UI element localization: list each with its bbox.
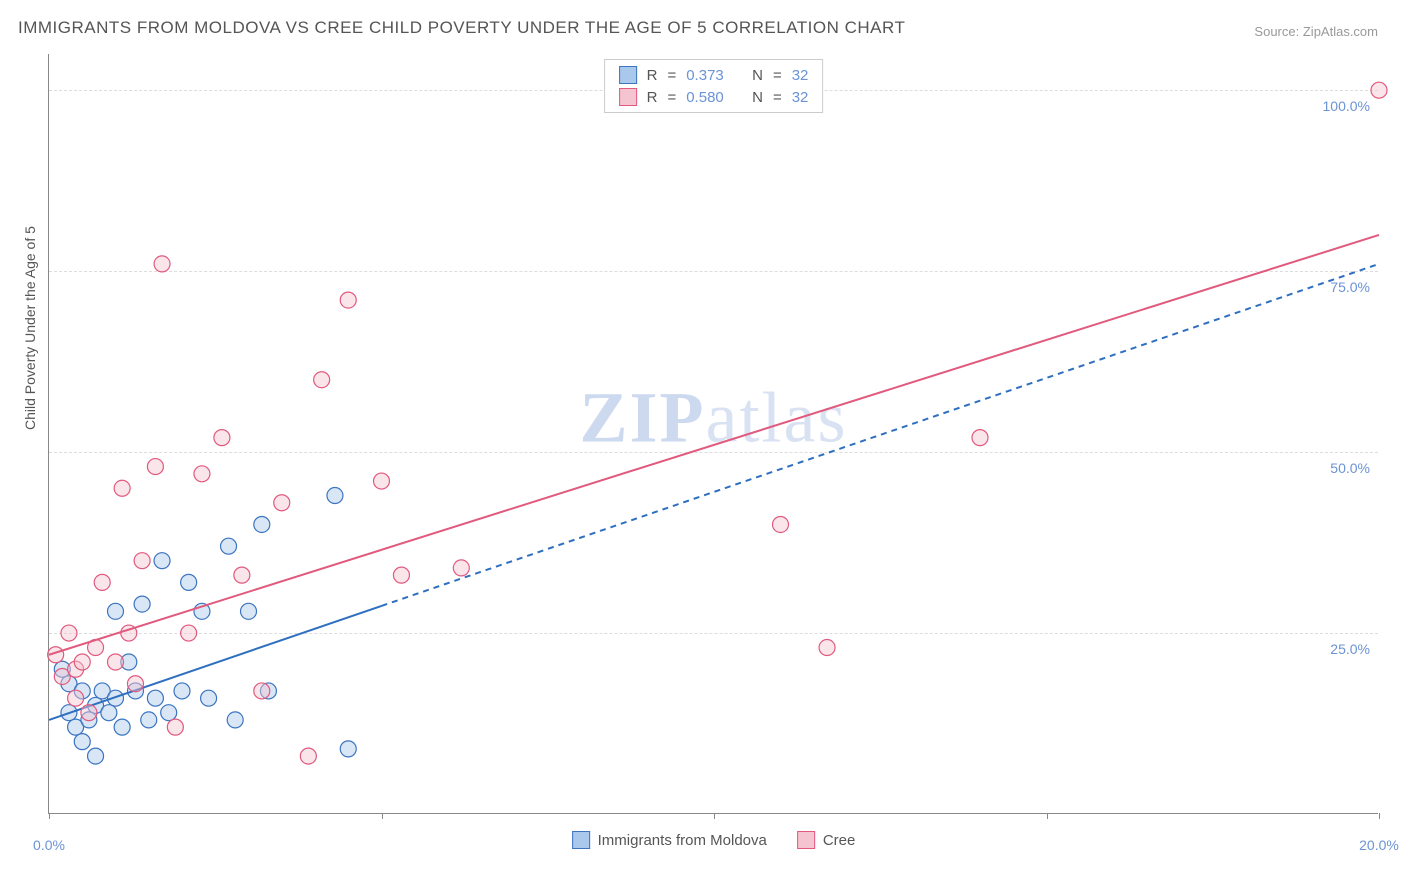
scatter-point-cree: [61, 625, 77, 641]
y-tick-label: 75.0%: [1330, 279, 1370, 295]
scatter-point-moldova: [221, 538, 237, 554]
scatter-point-moldova: [147, 690, 163, 706]
scatter-point-cree: [68, 690, 84, 706]
swatch-moldova: [619, 66, 637, 84]
scatter-point-moldova: [181, 574, 197, 590]
swatch-cree: [797, 831, 815, 849]
scatter-point-cree: [114, 480, 130, 496]
x-tick-mark: [382, 813, 383, 819]
scatter-point-cree: [74, 654, 90, 670]
scatter-point-cree: [374, 473, 390, 489]
scatter-point-moldova: [108, 603, 124, 619]
x-tick-mark: [49, 813, 50, 819]
source-attribution: Source: ZipAtlas.com: [1254, 24, 1378, 39]
chart-title: IMMIGRANTS FROM MOLDOVA VS CREE CHILD PO…: [18, 18, 905, 38]
n-value-moldova: 32: [792, 67, 809, 84]
scatter-point-cree: [274, 495, 290, 511]
x-tick-mark: [1047, 813, 1048, 819]
scatter-point-cree: [819, 640, 835, 656]
n-label: N: [752, 67, 763, 84]
scatter-point-moldova: [101, 705, 117, 721]
scatter-point-cree: [167, 719, 183, 735]
r-value-cree: 0.580: [686, 89, 724, 106]
scatter-point-moldova: [154, 553, 170, 569]
eq-label: =: [773, 89, 782, 106]
y-tick-label: 25.0%: [1330, 641, 1370, 657]
regression-line-cree: [49, 235, 1379, 655]
scatter-point-cree: [134, 553, 150, 569]
plot-area: ZIPatlas R = 0.373 N = 32 R = 0.580: [48, 54, 1378, 814]
y-tick-label: 50.0%: [1330, 460, 1370, 476]
correlation-legend: R = 0.373 N = 32 R = 0.580 N = 32: [604, 59, 824, 113]
scatter-point-cree: [453, 560, 469, 576]
chart-container: IMMIGRANTS FROM MOLDOVA VS CREE CHILD PO…: [0, 0, 1406, 892]
scatter-point-cree: [393, 567, 409, 583]
n-value-cree: 32: [792, 89, 809, 106]
scatter-point-moldova: [134, 596, 150, 612]
scatter-point-cree: [154, 256, 170, 272]
source-value: ZipAtlas.com: [1303, 24, 1378, 39]
scatter-point-moldova: [114, 719, 130, 735]
plot-svg: [49, 54, 1378, 813]
regression-extrapolation-moldova: [382, 264, 1380, 606]
y-axis-label: Child Poverty Under the Age of 5: [22, 226, 38, 430]
scatter-point-moldova: [327, 488, 343, 504]
scatter-point-moldova: [201, 690, 217, 706]
scatter-point-moldova: [74, 734, 90, 750]
series-legend: Immigrants from Moldova Cree: [572, 831, 856, 849]
x-tick-label: 0.0%: [33, 837, 65, 853]
scatter-point-moldova: [241, 603, 257, 619]
scatter-point-cree: [340, 292, 356, 308]
r-value-moldova: 0.373: [686, 67, 724, 84]
eq-label: =: [667, 67, 676, 84]
scatter-point-cree: [214, 430, 230, 446]
scatter-point-cree: [972, 430, 988, 446]
source-label: Source:: [1254, 24, 1299, 39]
y-tick-label: 100.0%: [1323, 98, 1370, 114]
x-tick-mark: [1379, 813, 1380, 819]
scatter-point-moldova: [254, 516, 270, 532]
scatter-point-cree: [181, 625, 197, 641]
legend-item-moldova: Immigrants from Moldova: [572, 831, 767, 849]
scatter-point-cree: [127, 676, 143, 692]
legend-item-cree: Cree: [797, 831, 856, 849]
x-tick-mark: [714, 813, 715, 819]
legend-label-cree: Cree: [823, 832, 856, 849]
eq-label: =: [773, 67, 782, 84]
scatter-point-moldova: [88, 748, 104, 764]
scatter-point-cree: [254, 683, 270, 699]
scatter-point-moldova: [141, 712, 157, 728]
scatter-point-cree: [194, 466, 210, 482]
correlation-row-moldova: R = 0.373 N = 32: [619, 64, 809, 86]
scatter-point-cree: [1371, 82, 1387, 98]
correlation-row-cree: R = 0.580 N = 32: [619, 86, 809, 108]
x-tick-label: 20.0%: [1359, 837, 1399, 853]
scatter-point-cree: [314, 372, 330, 388]
scatter-point-cree: [81, 705, 97, 721]
scatter-point-cree: [94, 574, 110, 590]
scatter-point-cree: [147, 459, 163, 475]
scatter-point-moldova: [227, 712, 243, 728]
legend-label-moldova: Immigrants from Moldova: [598, 832, 767, 849]
r-label: R: [647, 89, 658, 106]
n-label: N: [752, 89, 763, 106]
eq-label: =: [667, 89, 676, 106]
scatter-point-cree: [108, 654, 124, 670]
scatter-point-cree: [234, 567, 250, 583]
swatch-cree: [619, 88, 637, 106]
scatter-point-cree: [773, 516, 789, 532]
r-label: R: [647, 67, 658, 84]
swatch-moldova: [572, 831, 590, 849]
scatter-point-moldova: [161, 705, 177, 721]
scatter-point-cree: [300, 748, 316, 764]
scatter-point-moldova: [340, 741, 356, 757]
scatter-point-moldova: [174, 683, 190, 699]
